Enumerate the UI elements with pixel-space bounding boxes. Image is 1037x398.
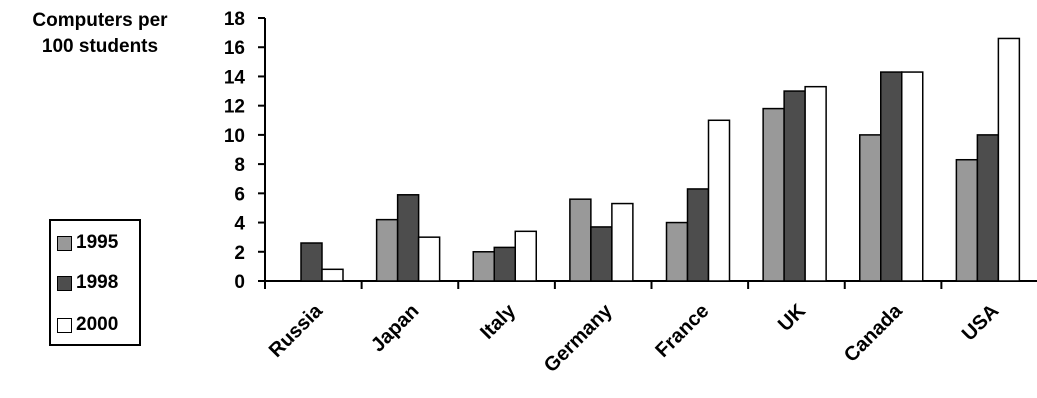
x-tick-label-france: France — [651, 300, 713, 362]
legend-item-1995: 1995 — [57, 232, 118, 254]
bar-2000-russia — [321, 268, 344, 282]
y-tick-label: 16 — [224, 38, 245, 59]
bar-1998-usa — [976, 134, 1000, 282]
legend-label-2000: 2000 — [76, 314, 119, 335]
bar-1998-germany — [590, 226, 613, 282]
bar-1998-russia — [300, 242, 323, 282]
bar-2000-uk — [804, 85, 827, 282]
bars — [300, 37, 1021, 282]
legend-swatch-2000 — [57, 317, 72, 333]
legend: 1995 1998 2000 — [49, 219, 141, 346]
y-tick-label: 8 — [234, 155, 245, 176]
bar-1995-japan — [375, 218, 399, 282]
bar-2000-italy — [514, 230, 537, 282]
y-tick-label: 14 — [224, 67, 246, 88]
bar-1995-germany — [569, 198, 592, 282]
bar-1998-italy — [493, 246, 516, 282]
y-axis-title-line1: Computers per — [32, 10, 168, 31]
bar-1998-japan — [396, 194, 420, 282]
y-tick-label: 10 — [224, 126, 245, 147]
x-tick-label-russia: Russia — [265, 299, 328, 362]
bar-1998-france — [686, 188, 710, 282]
y-tick-labels: 0 2 4 6 8 10 12 14 16 18 — [224, 9, 246, 293]
y-tick-label: 6 — [234, 184, 245, 205]
bar-1995-usa — [955, 158, 979, 282]
bar-1998-uk — [783, 90, 806, 282]
bar-2000-germany — [611, 202, 634, 282]
bar-2000-france — [707, 119, 731, 282]
x-tick-label-usa: USA — [958, 300, 1003, 345]
y-tick-label: 0 — [234, 272, 245, 293]
x-tick-label-germany: Germany — [540, 299, 617, 376]
x-tick-labels: Russia Japan Italy Germany France UK Canada USA — [265, 299, 1003, 376]
bar-1995-italy — [472, 251, 495, 282]
y-tick-label: 18 — [224, 9, 245, 30]
legend-label-1995: 1995 — [76, 232, 119, 253]
legend-swatch-1998 — [57, 275, 72, 291]
bar-1995-france — [665, 221, 689, 282]
x-tick-label-japan: Japan — [367, 300, 423, 356]
y-tick-label: 4 — [234, 214, 245, 235]
y-axis-title-line2: 100 students — [41, 36, 159, 57]
bar-2000-japan — [417, 236, 441, 282]
x-tick-label-canada: Canada — [840, 299, 907, 366]
y-axis-title: Computers per 100 students — [2, 8, 198, 60]
bar-2000-usa — [997, 37, 1021, 282]
bar-1995-canada — [859, 134, 882, 282]
legend-swatch-1995 — [57, 235, 72, 251]
x-tick-label-uk: UK — [774, 300, 810, 336]
legend-item-2000: 2000 — [57, 314, 118, 336]
bar-2000-canada — [901, 71, 924, 282]
y-tick-label: 2 — [234, 243, 245, 264]
bar-1995-uk — [762, 107, 785, 282]
y-tick-label: 12 — [224, 97, 245, 118]
legend-item-1998: 1998 — [57, 272, 118, 294]
legend-label-1998: 1998 — [76, 272, 119, 293]
bar-1998-canada — [880, 71, 903, 282]
x-tick-label-italy: Italy — [476, 299, 520, 343]
